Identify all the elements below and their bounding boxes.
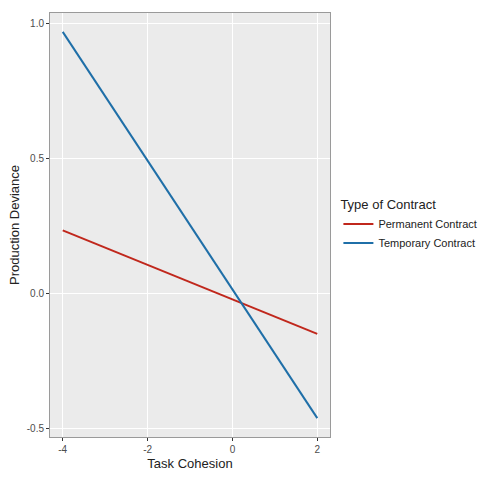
- svg-text:0.0: 0.0: [30, 288, 44, 299]
- svg-text:-4: -4: [58, 444, 67, 455]
- svg-text:0.5: 0.5: [30, 153, 44, 164]
- svg-text:-2: -2: [143, 444, 152, 455]
- svg-text:Type of Contract: Type of Contract: [340, 197, 436, 212]
- svg-text:Temporary Contract: Temporary Contract: [378, 237, 475, 249]
- svg-text:Permanent Contract: Permanent Contract: [378, 218, 476, 230]
- svg-text:1.0: 1.0: [30, 18, 44, 29]
- svg-text:2: 2: [314, 444, 320, 455]
- svg-text:Task Cohesion: Task Cohesion: [147, 456, 232, 471]
- svg-text:0: 0: [230, 444, 236, 455]
- svg-text:Production Deviance: Production Deviance: [7, 165, 22, 285]
- svg-text:-0.5: -0.5: [27, 423, 45, 434]
